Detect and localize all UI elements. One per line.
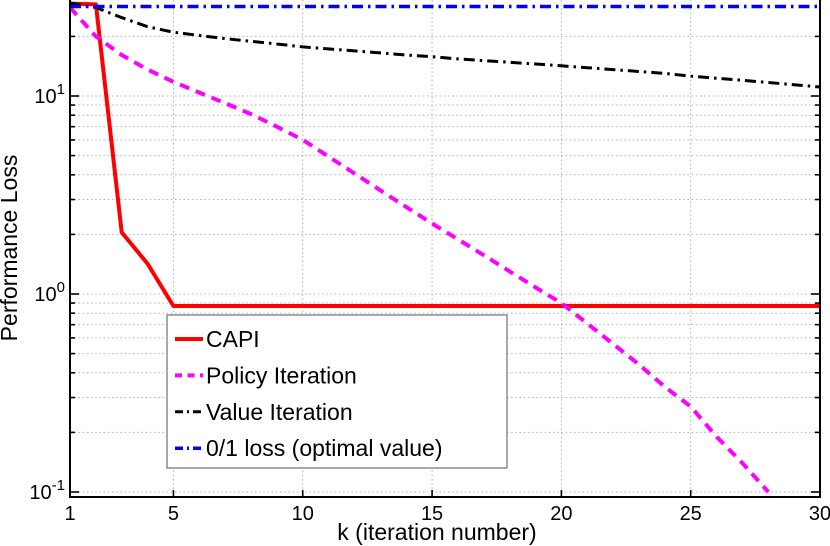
x-tick-label-30: 30 <box>809 503 830 525</box>
legend: CAPI Policy Iteration Value Iteration 0/1 l… <box>166 314 508 469</box>
y-axis-label: Performance Loss <box>0 155 22 342</box>
legend-item-policy-iteration: Policy Iteration <box>175 362 357 388</box>
x-tick-label-10: 10 <box>292 503 314 525</box>
legend-item-zero-one-loss: 0/1 loss (optimal value) <box>175 435 443 461</box>
x-tick-label-1: 1 <box>64 503 75 525</box>
series-value-iteration-line <box>69 1 821 89</box>
y-tick-label-10e1: 101 <box>34 81 65 108</box>
axis-ticks <box>69 35 821 497</box>
legend-label-policy-iteration: Policy Iteration <box>206 362 357 388</box>
grid-lines <box>70 0 820 497</box>
legend-label-value-iteration: Value Iteration <box>206 399 353 425</box>
series-policy-iteration-line <box>69 6 770 494</box>
x-tick-label-5: 5 <box>168 503 179 525</box>
legend-box <box>166 314 508 469</box>
data-series <box>69 1 821 494</box>
legend-item-capi: CAPI <box>175 326 260 352</box>
y-tick-label-10e0: 100 <box>34 279 65 306</box>
series-capi-line <box>69 1 820 308</box>
legend-label-capi: CAPI <box>206 326 260 352</box>
legend-label-zero-one-loss: 0/1 loss (optimal value) <box>206 435 443 461</box>
axes <box>69 0 821 498</box>
x-axis-label: k (iteration number) <box>337 519 536 545</box>
legend-item-value-iteration: Value Iteration <box>175 399 353 425</box>
x-tick-label-20: 20 <box>550 503 572 525</box>
x-tick-label-25: 25 <box>680 503 702 525</box>
y-tick-label-10e-1: 10-1 <box>29 477 65 504</box>
x-tick-label-15: 15 <box>421 503 443 525</box>
